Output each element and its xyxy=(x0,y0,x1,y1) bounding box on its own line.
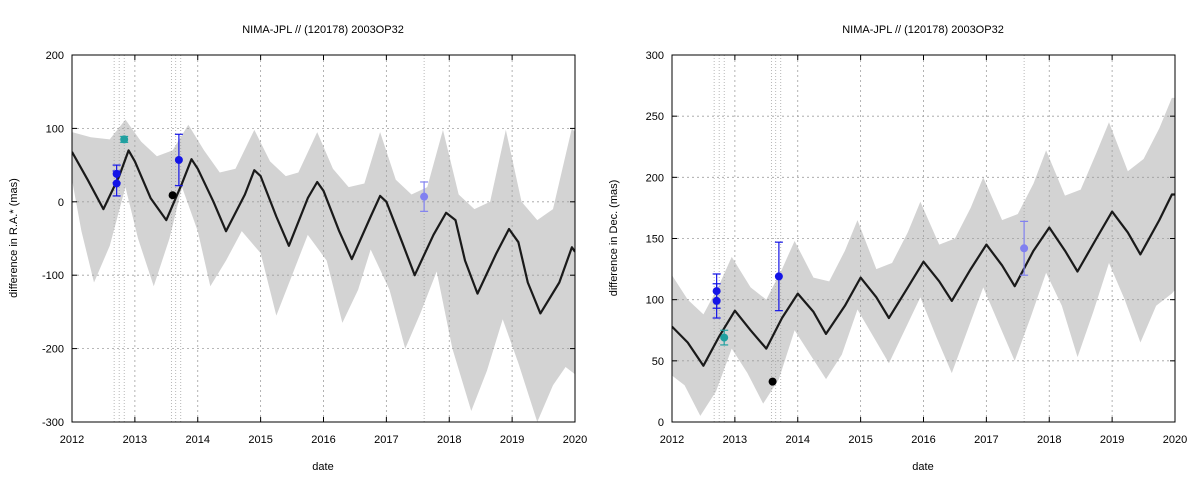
data-point xyxy=(174,155,183,164)
x-tick-label: 2012 xyxy=(60,434,84,446)
y-tick-label: 0 xyxy=(658,417,664,429)
x-axis-label: date xyxy=(912,461,933,473)
data-point xyxy=(168,191,177,200)
x-tick-label: 2016 xyxy=(311,434,335,446)
x-tick-label: 2017 xyxy=(374,434,398,446)
data-point xyxy=(712,296,721,305)
model-curve xyxy=(72,149,575,315)
model-curve xyxy=(672,193,1175,367)
data-point xyxy=(1020,244,1029,253)
data-point xyxy=(420,192,429,201)
y-axis-label: difference in R.A.* (mas) xyxy=(8,178,20,298)
x-tick-label: 2012 xyxy=(660,434,684,446)
y-tick-label: 50 xyxy=(652,356,664,368)
x-axis-label: date xyxy=(312,461,333,473)
data-point xyxy=(112,179,121,188)
x-tick-label: 2020 xyxy=(563,434,587,446)
y-tick-label: 100 xyxy=(646,295,664,307)
chart-title: NIMA-JPL // (120178) 2003OP32 xyxy=(842,24,1004,36)
ra-panel: NIMA-JPL // (120178) 2003OP32 date diffe… xyxy=(8,24,587,473)
x-tick-label: 2018 xyxy=(1037,434,1061,446)
y-tick-label: 100 xyxy=(46,123,64,135)
y-tick-label: 200 xyxy=(646,172,664,184)
x-tick-label: 2017 xyxy=(974,434,998,446)
y-axis-label: difference in Dec. (mas) xyxy=(608,180,620,297)
x-tick-label: 2019 xyxy=(1100,434,1124,446)
y-tick-label: 200 xyxy=(46,50,64,62)
y-tick-label: -200 xyxy=(42,344,64,356)
x-tick-label: 2013 xyxy=(123,434,147,446)
y-tick-label: -100 xyxy=(42,270,64,282)
x-tick-label: 2014 xyxy=(786,434,810,446)
data-point xyxy=(720,333,729,342)
data-point xyxy=(774,272,783,281)
y-tick-label: 150 xyxy=(646,234,664,246)
x-tick-label: 2016 xyxy=(911,434,935,446)
x-tick-label: 2014 xyxy=(186,434,210,446)
chart-title: NIMA-JPL // (120178) 2003OP32 xyxy=(242,24,404,36)
data-point xyxy=(120,135,129,144)
x-tick-label: 2019 xyxy=(500,434,524,446)
y-tick-label: -300 xyxy=(42,417,64,429)
x-tick-label: 2013 xyxy=(723,434,747,446)
y-tick-label: 300 xyxy=(646,50,664,62)
x-tick-label: 2018 xyxy=(437,434,461,446)
x-tick-label: 2020 xyxy=(1163,434,1187,446)
x-tick-label: 2015 xyxy=(848,434,872,446)
y-tick-label: 250 xyxy=(646,111,664,123)
dec-panel: NIMA-JPL // (120178) 2003OP32 date diffe… xyxy=(608,24,1187,473)
x-tick-label: 2015 xyxy=(248,434,272,446)
data-point xyxy=(768,377,777,386)
y-tick-label: 0 xyxy=(58,197,64,209)
